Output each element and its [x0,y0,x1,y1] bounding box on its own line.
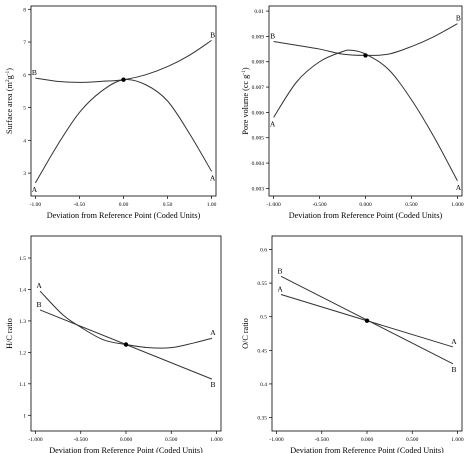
x-tick-label: -0.500 [74,437,88,443]
y-axis-label-part: H/C ratio [5,318,14,349]
series-line-b [35,39,212,83]
plot-frame [30,235,222,432]
x-axis-label: Deviation from Reference Point (Coded Un… [290,446,444,453]
reference-point [121,77,126,82]
y-tick-label: 0.009 [252,34,265,40]
series-label: A [270,119,276,128]
x-tick-label: 1.000 [451,202,464,208]
y-tick-label: 1.3 [19,319,26,325]
y-tick-label: 0.55 [257,281,267,287]
series-label: A [456,183,462,192]
y-tick-label: 0.008 [252,60,265,66]
y-tick-label: 0.4 [260,382,267,388]
x-tick-label: -0.500 [312,202,326,208]
y-tick-label: 1.2 [19,350,26,356]
y-axis-label-part: Pore volume (cc g [241,75,250,135]
series-label: B [456,14,461,23]
series-label: A [210,173,216,182]
series-label: A [451,337,457,346]
series-label: B [37,300,42,309]
y-tick-label: 6 [23,73,26,79]
x-tick-label: 0.500 [406,437,419,443]
reference-point [364,318,370,323]
y-tick-label: 1.4 [19,287,26,293]
y-tick-label: 0.005 [252,136,265,142]
x-tick-label: -1.00 [30,202,42,208]
y-axis-label-part: g [5,75,14,79]
x-tick-label: -1.000 [28,437,42,443]
series-line-b [273,23,458,56]
y-tick-label: 0.45 [257,348,267,354]
y-tick-label: 0.01 [254,9,264,15]
series-label: A [277,285,283,294]
plot-frame [30,5,217,197]
series-label: B [451,365,456,374]
y-axis-label-part: O/C ratio [241,318,250,349]
x-tick-label: -1.000 [269,437,283,443]
x-tick-label: 0.500 [165,437,178,443]
x-tick-label: 0.00 [119,202,129,208]
y-axis-label-superscript: 2 [5,79,11,82]
x-tick-label: -1.000 [266,202,280,208]
x-tick-label: 0.000 [120,437,133,443]
series-label: B [270,31,275,40]
series-label: B [278,266,283,275]
plot-frame [268,5,463,197]
y-axis-label-superscript: -1 [5,70,11,75]
x-tick-label: 1.000 [451,437,464,443]
y-tick-label: 1.1 [19,382,26,388]
y-axis-label-superscript: -1 [241,70,247,75]
y-axis-label: O/C ratio [241,318,250,349]
reference-point [363,53,368,58]
x-axis-label: Deviation from Reference Point (Coded Un… [47,211,201,220]
x-tick-label: 1.00 [207,202,217,208]
y-tick-label: 1 [23,413,26,419]
y-tick-label: 0.004 [252,161,265,167]
y-tick-label: 0.35 [257,416,267,422]
y-tick-label: 5 [23,106,26,112]
series-label: B [210,30,215,39]
x-tick-label: 0.000 [359,202,372,208]
x-tick-label: -0.50 [74,202,86,208]
x-tick-label: 1.000 [210,437,223,443]
x-tick-label: -0.500 [315,437,329,443]
y-tick-label: 4 [23,138,26,144]
y-tick-label: 8 [23,7,26,13]
series-label: A [32,185,38,194]
x-axis-label: Deviation from Reference Point (Coded Un… [289,211,443,220]
y-tick-label: 0.007 [252,85,265,91]
chart-pore-volume: -1.000 -0.500 0.000 0.500 1.000 0.003 0.004 0.0… [241,5,464,220]
x-axis-label: Deviation from Reference Point (Coded Un… [49,446,203,453]
series-label: A [36,281,42,290]
y-tick-label: 0.6 [260,247,267,253]
series-line-a [34,78,213,184]
chart-hc-ratio: -1.000 -0.500 0.000 0.500 1.000 1 1.1 1.2 1.3 1.4… [5,235,223,453]
series-label: A [210,328,216,337]
plot-frame [271,235,463,432]
y-tick-label: 7 [23,40,26,46]
y-tick-label: 3 [23,171,26,177]
y-axis-label: H/C ratio [5,318,14,349]
chart-oc-ratio: -1.000 -0.500 0.000 0.500 1.000 0.35 0.4 0.45 0.… [241,235,464,453]
x-tick-label: 0.000 [361,437,374,443]
series-label: B [32,68,37,77]
y-axis-label: Pore volume (cc g-1) [241,67,250,134]
y-tick-label: 0.5 [260,315,267,321]
series-line-a [273,49,458,182]
y-axis-label-part: Surface area (m [5,82,14,134]
series-line-a [39,290,213,349]
reference-point [123,342,129,347]
x-tick-label: 0.500 [405,202,418,208]
y-axis-label-part: ) [241,67,250,70]
y-axis-label: Surface area (m2g-1) [5,68,14,134]
y-tick-label: 1.5 [19,256,26,262]
y-tick-label: 0.006 [252,110,265,116]
chart-surface-area: -1.00 -0.50 0.00 0.50 1.00 3 4 5 6 7 8 Deviation fr… [5,5,217,220]
y-tick-label: 0.003 [252,186,265,192]
x-tick-label: 0.50 [163,202,173,208]
series-label: B [210,380,215,389]
y-axis-label-part: ) [5,68,14,71]
